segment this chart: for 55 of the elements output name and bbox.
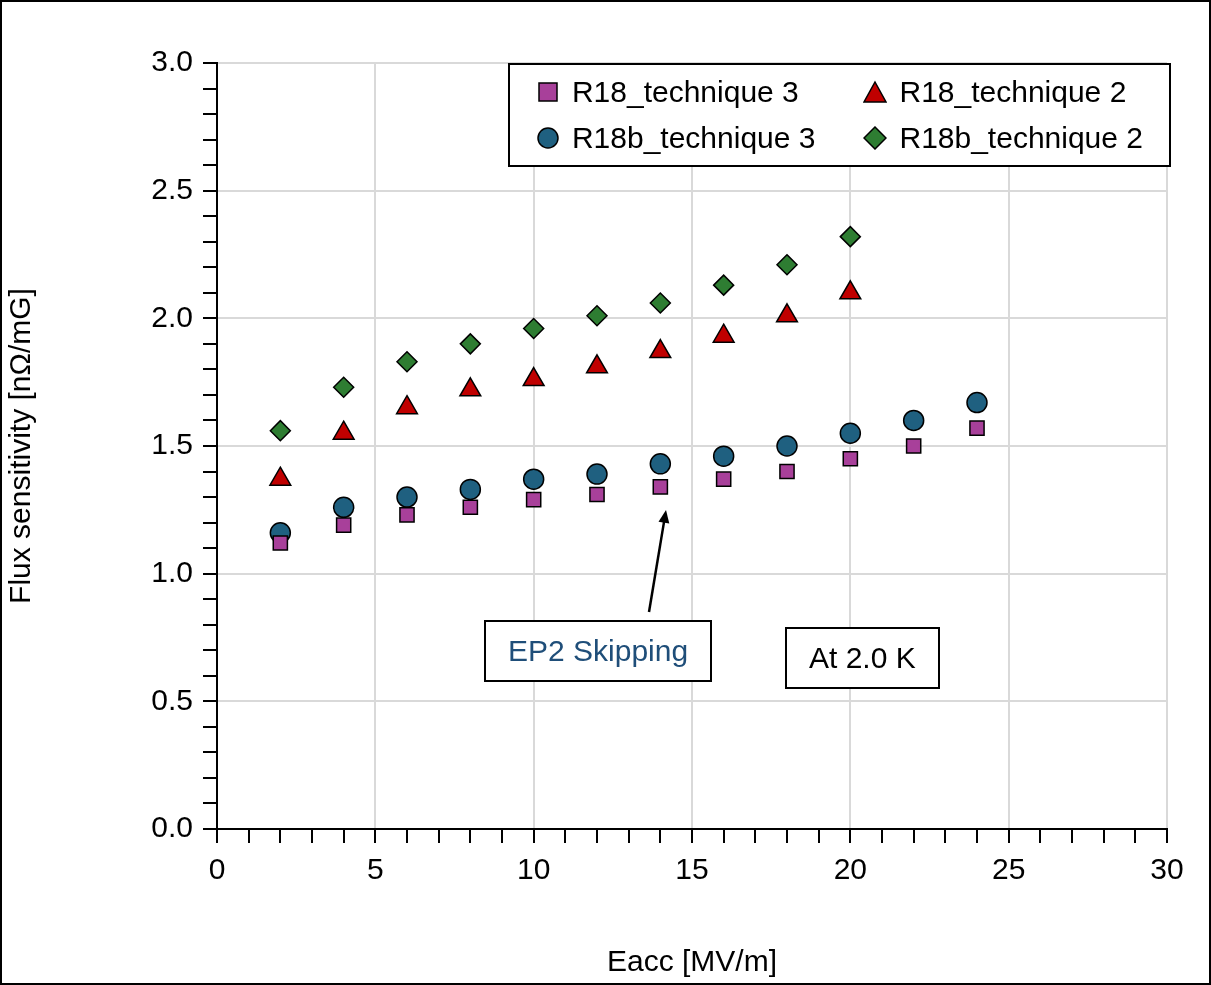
point	[649, 453, 672, 475]
point	[332, 496, 355, 519]
point	[399, 507, 415, 523]
point	[715, 471, 732, 488]
x-tick-label: 5	[366, 852, 384, 886]
point	[522, 468, 545, 490]
point	[969, 420, 985, 436]
point	[459, 333, 482, 355]
x-tick-label: 0	[208, 852, 226, 886]
point	[649, 292, 672, 314]
point	[776, 435, 798, 457]
point	[272, 535, 289, 551]
annotation: EP2 Skipping	[484, 620, 713, 682]
point	[269, 419, 292, 442]
legend-label: R18_technique 2	[899, 75, 1127, 109]
point	[902, 409, 925, 432]
y-axis-title: Flux sensitivity [nΩ/mG]	[3, 288, 37, 604]
annotation: At 2.0 K	[785, 627, 940, 689]
x-tick-label: 15	[675, 852, 709, 886]
point	[335, 517, 352, 533]
x-tick-label: 10	[516, 852, 551, 886]
point	[712, 445, 735, 467]
point	[842, 450, 859, 467]
point	[522, 317, 545, 340]
y-tick-label: 2.0	[151, 299, 193, 333]
x-tick-label: 30	[1150, 852, 1184, 886]
legend-label: R18b_technique 3	[571, 121, 816, 155]
y-tick-label: 3.0	[151, 44, 193, 78]
x-tick-label: 20	[833, 852, 868, 886]
point	[396, 486, 418, 508]
y-tick-label: 0.0	[151, 810, 193, 844]
legend-label: R18b_technique 2	[899, 121, 1143, 155]
point	[839, 225, 862, 248]
legend-label: R18_technique 3	[571, 75, 799, 109]
y-tick-label: 0.5	[151, 682, 193, 716]
y-tick-label: 1.0	[151, 554, 193, 588]
point	[839, 422, 862, 444]
point	[776, 253, 798, 276]
point	[462, 499, 479, 516]
point	[525, 491, 542, 508]
point	[586, 305, 608, 327]
point	[589, 486, 605, 503]
point	[652, 479, 669, 495]
point	[586, 463, 608, 485]
point	[966, 391, 988, 414]
point	[905, 438, 922, 454]
point	[459, 478, 482, 501]
x-axis-title: Eacc [MV/m]	[606, 944, 778, 978]
point	[779, 463, 795, 480]
x-tick-label: 25	[991, 852, 1026, 886]
y-tick-label: 1.5	[151, 427, 193, 461]
point	[332, 376, 355, 399]
point	[396, 350, 418, 373]
y-tick-label: 2.5	[151, 171, 193, 205]
point	[712, 274, 735, 296]
